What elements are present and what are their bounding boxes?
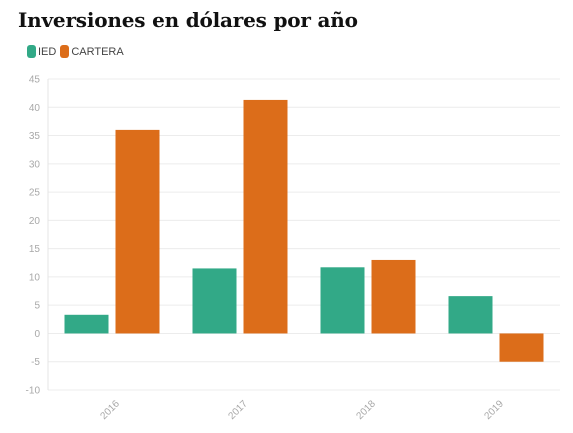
y-tick-label: 30 bbox=[29, 159, 41, 170]
y-tick-label: 0 bbox=[34, 329, 40, 340]
y-tick-label: -5 bbox=[31, 357, 40, 368]
bar-ied-2019 bbox=[448, 296, 493, 334]
legend-label-ied: IED bbox=[38, 45, 57, 58]
x-axis: 2016 2017 2018 2019 bbox=[98, 398, 506, 422]
y-tick-label: -10 bbox=[26, 386, 41, 397]
y-tick-label: 20 bbox=[29, 216, 41, 227]
y-axis: 45 40 35 30 25 20 15 10 5 0 -5 -10 bbox=[26, 75, 49, 397]
legend-swatch-ied bbox=[27, 45, 36, 58]
y-tick-label: 40 bbox=[29, 103, 41, 114]
y-tick-label: 45 bbox=[29, 75, 41, 86]
x-tick-label-2019: 2019 bbox=[482, 398, 506, 422]
bar-ied-2017 bbox=[192, 268, 237, 334]
legend-label-cartera: CARTERA bbox=[71, 45, 124, 58]
x-tick-label-2017: 2017 bbox=[226, 398, 250, 422]
bar-ied-2016 bbox=[64, 314, 109, 334]
bars bbox=[64, 99, 544, 362]
y-tick-label: 15 bbox=[29, 244, 41, 255]
x-tick-label-2018: 2018 bbox=[354, 398, 378, 422]
legend-item-ied[interactable]: IED bbox=[27, 45, 56, 58]
bar-cartera-2019 bbox=[499, 333, 544, 362]
bar-cartera-2018 bbox=[371, 259, 416, 334]
legend-item-cartera[interactable]: CARTERA bbox=[60, 45, 124, 58]
bar-ied-2018 bbox=[320, 267, 365, 334]
chart-title: Inversiones en dólares por año bbox=[18, 8, 358, 32]
legend-swatch-cartera bbox=[60, 45, 70, 58]
bar-cartera-2017 bbox=[243, 99, 288, 334]
y-tick-label: 10 bbox=[29, 272, 41, 283]
y-tick-label: 5 bbox=[34, 301, 40, 312]
bar-cartera-2016 bbox=[115, 129, 160, 334]
legend: IED CARTERA bbox=[27, 45, 128, 58]
y-tick-label: 35 bbox=[29, 131, 41, 142]
x-tick-label-2016: 2016 bbox=[98, 398, 122, 422]
y-tick-label: 25 bbox=[29, 188, 41, 199]
